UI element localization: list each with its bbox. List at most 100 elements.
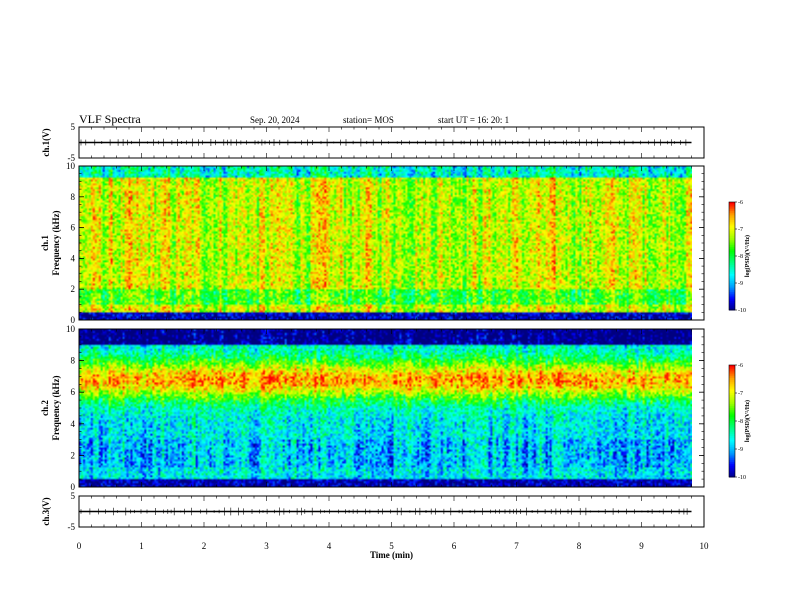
colorbar-cell bbox=[729, 445, 735, 448]
colorbar-cell bbox=[729, 220, 735, 223]
colorbar-cell bbox=[729, 290, 735, 293]
colorbar-cell bbox=[729, 304, 735, 307]
y-axis-label: ch.1(V) bbox=[41, 128, 51, 156]
colorbar-cell bbox=[729, 426, 735, 429]
date-label: Sep. 20, 2024 bbox=[250, 115, 300, 125]
colorbar-cell bbox=[729, 202, 735, 205]
colorbar-cell bbox=[729, 467, 735, 471]
y-tick-label: -5 bbox=[68, 522, 76, 532]
colorbar-cell bbox=[729, 407, 735, 411]
colorbar-cell bbox=[729, 288, 735, 291]
station-label: station= MOS bbox=[343, 115, 394, 125]
colorbar-cell bbox=[729, 216, 735, 219]
colorbar-cell bbox=[729, 452, 735, 456]
y-tick-label: 4 bbox=[71, 419, 76, 429]
x-tick-label: 1 bbox=[139, 541, 144, 551]
colorbar-cell bbox=[729, 256, 735, 259]
colorbar-cell bbox=[729, 422, 735, 426]
colorbar-cell bbox=[729, 465, 735, 469]
colorbar-cell bbox=[729, 449, 735, 452]
x-tick-label: 10 bbox=[700, 541, 710, 551]
x-tick-label: 6 bbox=[452, 541, 457, 551]
colorbar-cell bbox=[729, 415, 735, 418]
colorbar-cell bbox=[729, 261, 735, 264]
colorbar-cell bbox=[729, 279, 735, 282]
colorbar-cell bbox=[729, 214, 735, 217]
colorbar-tick-label: -6 bbox=[738, 363, 743, 369]
colorbar-cell bbox=[729, 221, 735, 225]
colorbar-cell bbox=[729, 230, 735, 234]
colorbar-cell bbox=[729, 266, 735, 270]
colorbar-cell bbox=[729, 378, 735, 381]
colorbar-cell bbox=[729, 270, 735, 273]
colorbar-cell bbox=[729, 387, 735, 390]
colorbar-cell bbox=[729, 239, 735, 243]
colorbar-cell bbox=[729, 473, 735, 476]
colorbar-cell bbox=[729, 284, 735, 288]
colorbar-cell bbox=[729, 471, 735, 474]
colorbar-cell bbox=[729, 365, 735, 368]
spectrogram-panel-ch2: 0 2 4 6 8 10 ch.2Frequency (kHz) bbox=[40, 324, 705, 492]
colorbar-cell bbox=[729, 212, 735, 216]
colorbar-cell bbox=[729, 417, 735, 420]
y-axis-label: ch.3(V) bbox=[41, 497, 51, 525]
colorbar-tick-label: -6 bbox=[738, 200, 743, 206]
colorbar-cell bbox=[729, 207, 735, 210]
colorbar-cell bbox=[729, 257, 735, 261]
x-tick-label: 4 bbox=[327, 541, 332, 551]
colorbar-cell bbox=[729, 421, 735, 424]
colorbar-cell bbox=[729, 413, 735, 416]
colorbar-tick-label: -8 bbox=[738, 254, 743, 260]
start-time-label: start UT = 16: 20: 1 bbox=[438, 115, 509, 125]
colorbar-cell bbox=[729, 268, 735, 271]
colorbar-cell bbox=[729, 400, 735, 403]
colorbar-cell bbox=[729, 411, 735, 415]
colorbar-cell bbox=[729, 428, 735, 431]
colorbar-cell bbox=[729, 430, 735, 433]
colorbar-cell bbox=[729, 368, 735, 372]
colorbar-cell bbox=[729, 238, 735, 241]
colorbar-cell bbox=[729, 301, 735, 304]
colorbar-cell bbox=[729, 306, 735, 309]
spectrogram-image bbox=[79, 329, 692, 487]
y-tick-label: 10 bbox=[66, 161, 76, 171]
colorbar-cell bbox=[729, 218, 735, 221]
y-axis-label: ch.2Frequency (kHz) bbox=[40, 375, 61, 440]
colorbar-cell bbox=[729, 409, 735, 413]
colorbar-tick-label: -10 bbox=[738, 475, 746, 481]
colorbar-cell bbox=[729, 281, 735, 284]
colorbar-cell bbox=[729, 241, 735, 244]
colorbar-cell bbox=[729, 254, 735, 257]
spectrogram-panel-ch1: 0 2 4 6 8 10 ch.1Frequency (kHz) bbox=[40, 161, 705, 325]
y-tick-label: -5 bbox=[68, 153, 76, 163]
y-tick-label: 8 bbox=[71, 356, 76, 366]
colorbar-cell bbox=[729, 443, 735, 446]
colorbar-cell bbox=[729, 383, 735, 387]
waveform-spikes bbox=[80, 507, 688, 516]
x-tick-label: 0 bbox=[77, 541, 82, 551]
colorbar-cell bbox=[729, 463, 735, 467]
colorbar-cell bbox=[729, 456, 735, 459]
colorbar-label: log(PSD)(V²/Hz) bbox=[744, 400, 751, 442]
colorbar-cell bbox=[729, 263, 735, 266]
colorbar-cell bbox=[729, 229, 735, 232]
colorbar-cell bbox=[729, 398, 735, 401]
colorbar-tick-label: -9 bbox=[738, 281, 743, 287]
colorbar-cell bbox=[729, 404, 735, 407]
colorbar-cell bbox=[729, 259, 735, 262]
y-tick-label: 2 bbox=[71, 450, 76, 460]
colorbar-cell bbox=[729, 394, 735, 398]
y-tick-label: 5 bbox=[71, 122, 76, 132]
x-tick-label: 9 bbox=[639, 541, 644, 551]
colorbar-cell bbox=[729, 299, 735, 302]
x-tick-label: 2 bbox=[202, 541, 207, 551]
colorbar-cell bbox=[729, 292, 735, 295]
time-axis: 0 1 2 3 4 5 6 7 8 9 10 Time (min) bbox=[77, 541, 709, 560]
x-tick-label: 5 bbox=[389, 541, 394, 551]
waveform-spikes bbox=[80, 138, 687, 147]
y-tick-label: 6 bbox=[71, 387, 76, 397]
colorbar-label: log(PSD)(V²/Hz) bbox=[744, 235, 751, 277]
colorbar-cell bbox=[729, 393, 735, 396]
colorbar-ch2: -6 -7 -8 -9 -10 log(PSD)(V²/Hz) bbox=[728, 363, 751, 481]
